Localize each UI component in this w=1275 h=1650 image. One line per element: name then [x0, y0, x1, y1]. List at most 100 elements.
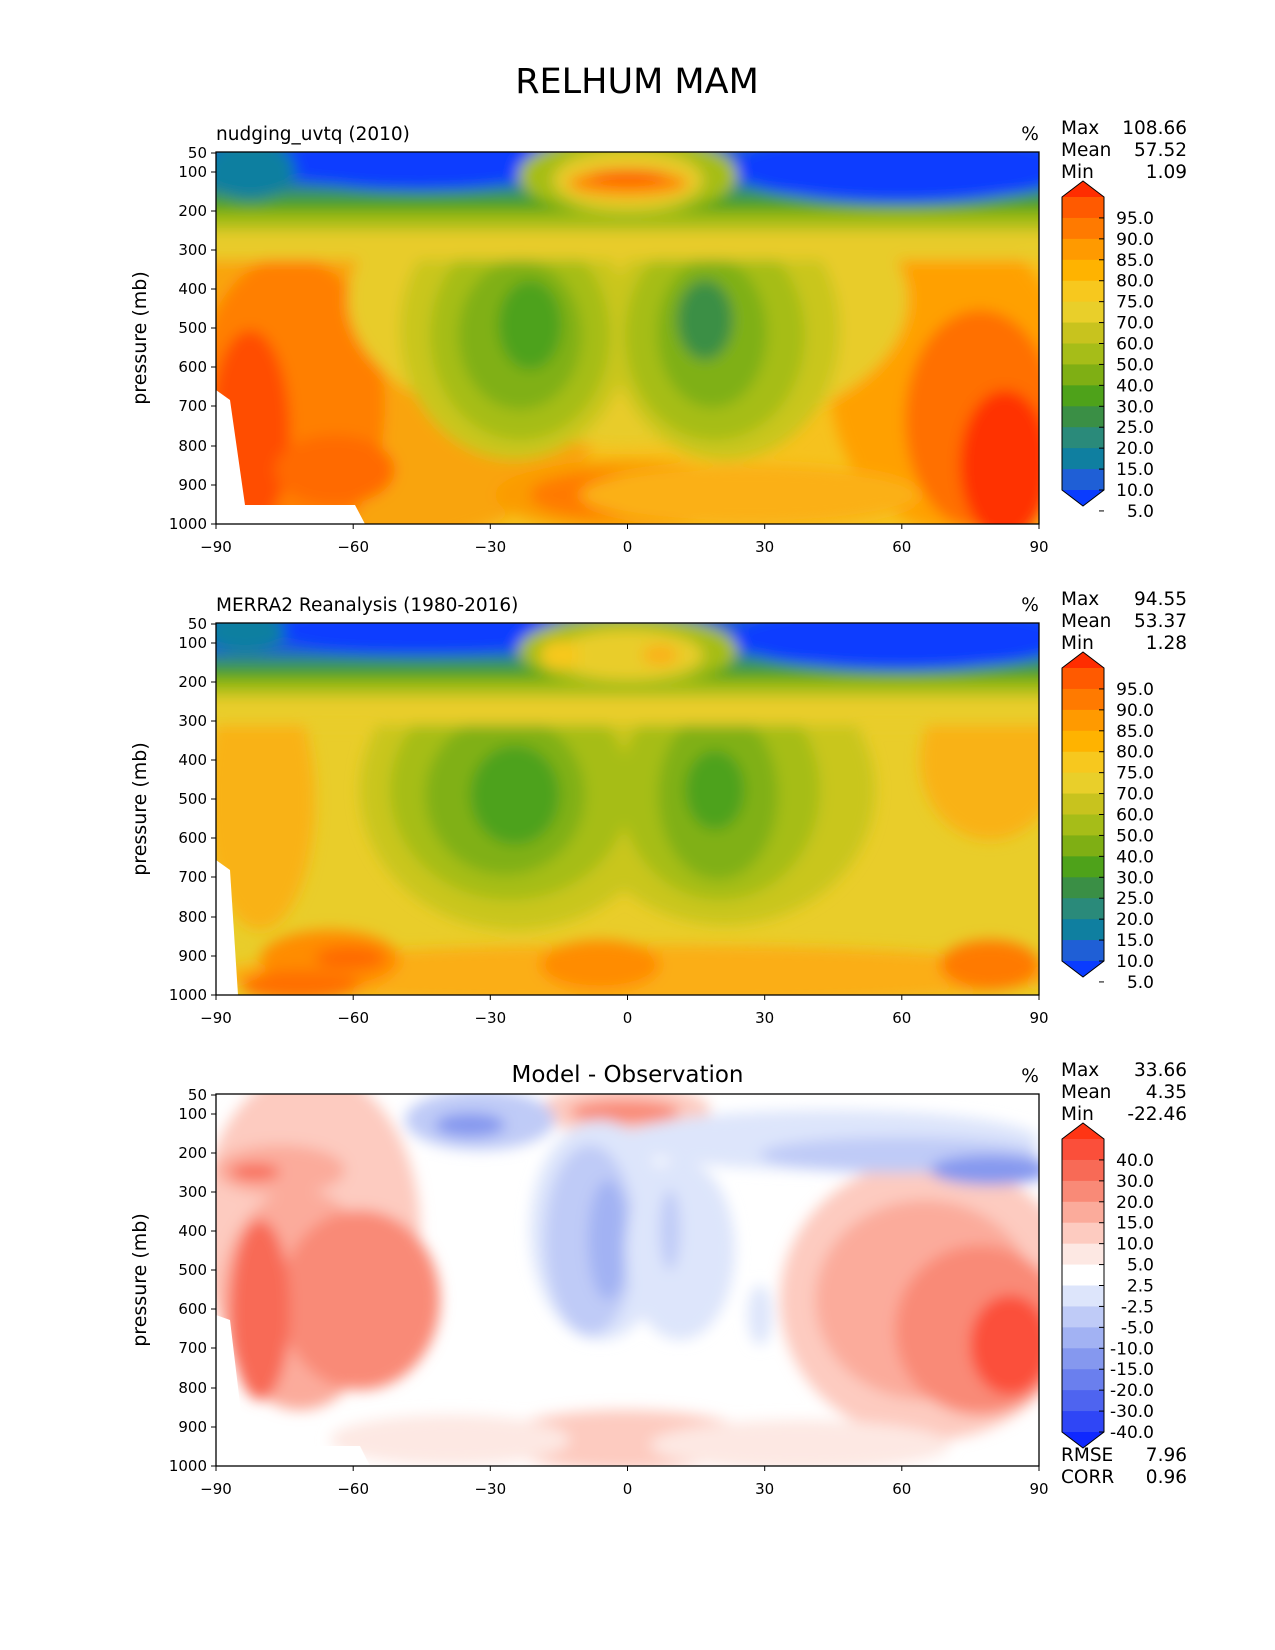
stat-value: 57.52	[1134, 140, 1187, 161]
colorbar-level-label: -40.0	[1110, 1423, 1154, 1443]
x-tick-label: 30	[755, 1009, 774, 1027]
colorbar-level-label: 60.0	[1116, 806, 1154, 826]
x-tick-label: 60	[892, 1009, 911, 1027]
colorbar-level-label: 50.0	[1116, 355, 1154, 375]
x-tick-label: −30	[474, 1009, 506, 1027]
y-tick-label: 800	[178, 908, 207, 926]
stat-value: -22.46	[1127, 1104, 1187, 1125]
stats-block: Max 108.66 Mean 57.52 Min 1.09	[1061, 118, 1187, 183]
stat-value: 94.55	[1134, 589, 1187, 610]
colorbar-segment	[1062, 772, 1104, 795]
colorbar-level-label: 15.0	[1116, 1214, 1154, 1234]
panel-model: nudging_uvtq (2010) % Max 108.66 Mean 57…	[129, 118, 1187, 556]
y-axis-label: pressure (mb)	[129, 1213, 151, 1347]
x-tick-label: −90	[200, 1480, 232, 1498]
colorbar-level-label: 5.0	[1127, 973, 1154, 993]
colorbar-segment	[1062, 730, 1104, 753]
y-axis: 50 100 200 300 400 500 600 700 800 900 1…	[169, 144, 216, 533]
colorbar-level-label: 5.0	[1127, 1256, 1154, 1276]
colorbar-segment	[1062, 1222, 1104, 1245]
panel-title: Model - Observation	[511, 1062, 743, 1088]
stats-block: Max 94.55 Mean 53.37 Min 1.28	[1061, 589, 1187, 654]
x-tick-label: 0	[623, 1009, 633, 1027]
colorbar-level-label: 20.0	[1116, 910, 1154, 930]
colorbar-level-label: 85.0	[1116, 722, 1154, 742]
y-tick-label: 300	[178, 1183, 207, 1201]
y-axis: 50 100 200 300 400 500 600 700 800 900 1…	[169, 615, 216, 1004]
stat-value: 0.96	[1146, 1467, 1187, 1488]
x-tick-label: 30	[755, 538, 774, 556]
stat-label: RMSE	[1061, 1445, 1113, 1466]
colorbar-level-label: 10.0	[1116, 1235, 1154, 1255]
stat-label: Max	[1061, 589, 1099, 610]
colorbar-level-label: 15.0	[1116, 931, 1154, 951]
colorbar-segment	[1062, 1390, 1104, 1412]
colorbar-level-label: 30.0	[1116, 397, 1154, 417]
colorbar-segment	[1062, 448, 1104, 470]
colorbar-segment	[1062, 1243, 1104, 1266]
y-tick-label: 500	[178, 790, 207, 808]
colorbar-segment	[1062, 793, 1104, 816]
x-tick-label: −60	[337, 538, 369, 556]
missing-data-region	[216, 860, 238, 995]
colorbar-level-label: 15.0	[1116, 460, 1154, 480]
x-axis: −90 −60 −30 0 30 60 90	[200, 995, 1049, 1027]
x-tick-label: 90	[1029, 1009, 1048, 1027]
colorbar-level-label: 60.0	[1116, 335, 1154, 355]
colorbar-level-label: 25.0	[1116, 889, 1154, 909]
colorbar-level-label: 30.0	[1116, 1172, 1154, 1192]
y-tick-label: 600	[178, 358, 207, 376]
colorbar-segment	[1062, 751, 1104, 774]
x-tick-label: −60	[337, 1480, 369, 1498]
y-axis-label: pressure (mb)	[129, 742, 151, 876]
x-tick-label: −90	[200, 538, 232, 556]
missing-data-region	[216, 1315, 370, 1466]
colorbar-segment	[1062, 238, 1104, 261]
colorbar-level-label: 5.0	[1127, 502, 1154, 522]
colorbar-segment	[1062, 343, 1104, 366]
colorbar-segment	[1062, 301, 1104, 324]
stat-label: CORR	[1061, 1467, 1114, 1488]
colorbar-segment	[1062, 427, 1104, 449]
colorbar: 95.090.085.080.075.070.060.050.040.030.0…	[1061, 651, 1154, 993]
stat-label: Mean	[1061, 140, 1111, 161]
figure-title: RELHUM MAM	[515, 62, 759, 102]
y-tick-label: 900	[178, 476, 207, 494]
colorbar-segment	[1062, 322, 1104, 345]
y-tick-label: 600	[178, 829, 207, 847]
colorbar-segment	[1062, 1159, 1104, 1182]
x-tick-label: 0	[623, 538, 633, 556]
y-axis-label: pressure (mb)	[129, 271, 151, 405]
colorbar-extend-min	[1062, 961, 1104, 977]
colorbar-level-label: 70.0	[1116, 314, 1154, 334]
colorbar-segment	[1062, 898, 1104, 920]
colorbar-extend-min	[1062, 1432, 1104, 1448]
colorbar-level-label: 30.0	[1116, 868, 1154, 888]
panel-difference: Model - Observation % Max 33.66 Mean 4.3…	[129, 1060, 1187, 1498]
colorbar-extend-min	[1062, 490, 1104, 506]
y-tick-label: 900	[178, 1418, 207, 1436]
colorbar-level-label: 75.0	[1116, 293, 1154, 313]
colorbar-segment	[1062, 877, 1104, 899]
y-tick-label: 700	[178, 1339, 207, 1357]
y-tick-label: 50	[188, 144, 207, 162]
colorbar-segment	[1062, 385, 1104, 407]
colorbar-level-label: -10.0	[1110, 1339, 1154, 1359]
colorbar-level-label: 75.0	[1116, 764, 1154, 784]
y-tick-label: 600	[178, 1300, 207, 1318]
colorbar-level-label: -2.5	[1121, 1297, 1154, 1317]
colorbar-segment	[1062, 469, 1104, 491]
colorbar-segment	[1062, 814, 1104, 837]
y-tick-label: 200	[178, 202, 207, 220]
y-tick-label: 50	[188, 1086, 207, 1104]
colorbar-level-label: 40.0	[1116, 847, 1154, 867]
stat-value: 33.66	[1134, 1060, 1187, 1081]
missing-data-region	[216, 390, 365, 524]
colorbar-level-label: 95.0	[1116, 209, 1154, 229]
y-tick-label: 300	[178, 712, 207, 730]
colorbar-segment	[1062, 688, 1104, 711]
y-axis: 50 100 200 300 400 500 600 700 800 900 1…	[169, 1086, 216, 1475]
stat-value: 1.28	[1146, 633, 1187, 654]
colorbar-segment	[1062, 1285, 1104, 1308]
